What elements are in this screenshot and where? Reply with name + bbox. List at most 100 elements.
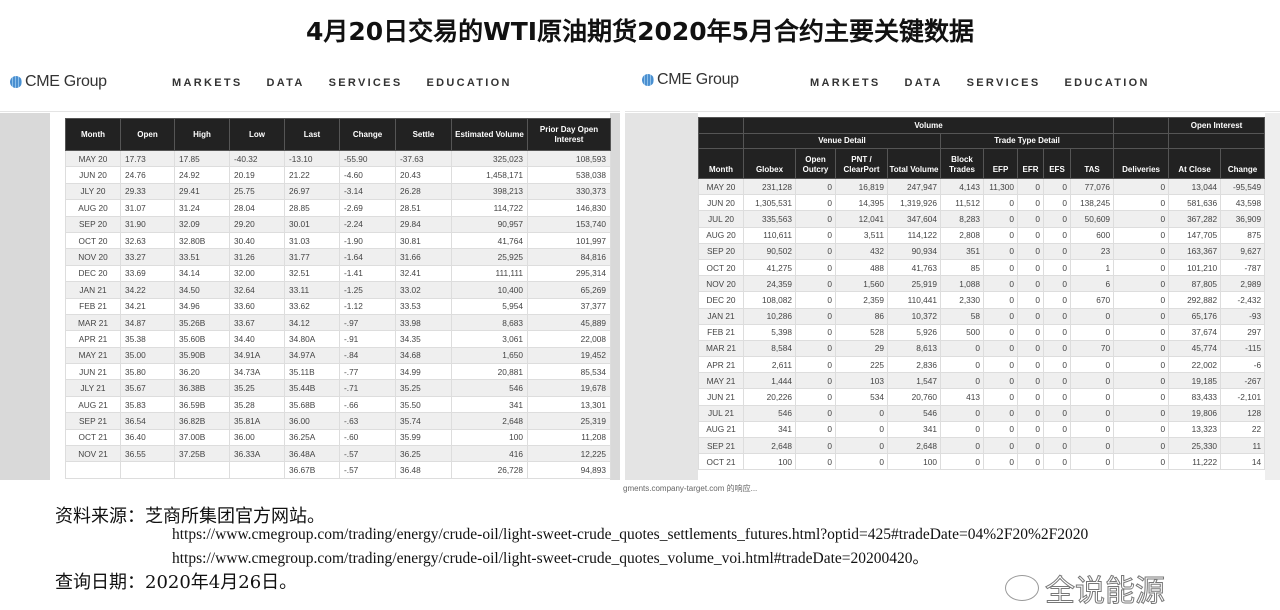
table-cell [174, 461, 230, 479]
table-cell: 90,934 [887, 242, 941, 260]
table-cell: JAN 21 [65, 281, 121, 299]
table-row: MAY 21 35.00 35.90B 34.91A 34.97A -.84 34.68 1,… [65, 346, 611, 365]
side-panel [625, 113, 698, 480]
scrollbar[interactable] [1265, 113, 1280, 480]
table-cell: -2,101 [1220, 388, 1266, 406]
table-cell: 0 [1043, 436, 1071, 455]
table-row: JLY 20 29.33 29.41 25.75 26.97 -3.14 26.28 398,… [65, 182, 611, 201]
table-cell: 77,076 [1069, 177, 1115, 196]
source-url-settlements[interactable]: https://www.cmegroup.com/trading/energy/… [172, 526, 1089, 543]
table-cell: -13.10 [284, 149, 340, 168]
table-cell: 534 [835, 388, 888, 406]
table-row: OCT 20 32.63 32.80B 30.40 31.03 -1.90 30.81 41,… [65, 231, 611, 250]
table-cell: 32.09 [174, 215, 230, 233]
table-cell: 2,648 [743, 436, 796, 455]
table-cell: 0 [983, 356, 1018, 374]
table-cell: 36.25 [395, 445, 452, 463]
table-cell: 488 [835, 258, 888, 277]
table-cell: 0 [1113, 372, 1170, 390]
nav-data[interactable]: DATA [904, 77, 943, 89]
table-cell: 0 [983, 291, 1018, 309]
table-cell: 31.77 [284, 248, 340, 266]
table-cell: 30.40 [229, 231, 285, 250]
nav-markets[interactable]: MARKETS [172, 77, 243, 89]
nav-education[interactable]: EDUCATION [1064, 77, 1150, 89]
oi-group-header: Open Interest [1168, 117, 1266, 134]
table-cell: 31.03 [284, 231, 340, 250]
nav-services[interactable]: SERVICES [966, 77, 1041, 89]
table-cell: 0 [1043, 404, 1071, 422]
table-cell: 103 [835, 372, 888, 390]
table-cell: 37,377 [527, 297, 611, 315]
table-cell: 13,044 [1168, 177, 1222, 196]
table-cell: APR 21 [698, 356, 744, 374]
table-cell: 0 [1113, 194, 1170, 212]
table-cell: 90,957 [451, 215, 528, 233]
nav-data[interactable]: DATA [266, 77, 305, 89]
blank-header [1113, 117, 1170, 134]
table-cell: 12,041 [835, 210, 888, 228]
nav-education[interactable]: EDUCATION [426, 77, 512, 89]
table-cell: 0 [983, 323, 1018, 341]
table-cell: 114,722 [451, 199, 528, 217]
table-cell: -.71 [339, 379, 396, 397]
table-cell: 0 [983, 275, 1018, 293]
column-header: EFS [1043, 148, 1071, 179]
table-cell: 25,925 [451, 248, 528, 266]
table-row: MAR 21 8,584 0 29 8,613 0 0 0 0 70 0 45,774 -115 [698, 339, 1266, 358]
column-header: Total Volume [887, 148, 941, 179]
table-cell: 35.60B [174, 330, 230, 348]
table-cell: 36.82B [174, 412, 230, 430]
table-row: FEB 21 5,398 0 528 5,926 500 0 0 0 0 0 37,674 297 [698, 323, 1266, 341]
table-cell: 1,319,926 [887, 194, 941, 212]
blank-header [1113, 133, 1170, 149]
table-cell: 19,452 [527, 346, 611, 365]
table-cell: 29.84 [395, 215, 452, 233]
table-cell: 35.90B [174, 346, 230, 365]
settlements-screenshot: CME Group MARKETS DATA SERVICES EDUCATIO… [0, 60, 620, 480]
table-cell: 2,359 [835, 291, 888, 309]
cme-logo[interactable]: CME Group [10, 73, 107, 91]
table-cell: -1.41 [339, 264, 396, 283]
table-cell: 45,889 [527, 313, 611, 332]
table-row: SEP 20 90,502 0 432 90,934 351 0 0 0 23 0 163,367 9,… [698, 242, 1266, 260]
table-cell: -1.12 [339, 297, 396, 315]
table-cell: 0 [983, 388, 1018, 406]
scrollbar[interactable] [610, 113, 620, 480]
table-cell: 34.40 [229, 330, 285, 348]
cme-logo[interactable]: CME Group [642, 71, 739, 89]
table-cell: 0 [983, 226, 1018, 244]
logo-text: CME Group [657, 71, 739, 88]
nav-markets[interactable]: MARKETS [810, 77, 881, 89]
table-cell [65, 461, 121, 479]
table-cell: 34.91A [229, 346, 285, 365]
table-cell: -.63 [339, 412, 396, 430]
table-cell: 35.68B [284, 395, 340, 414]
table-row: JAN 21 34.22 34.50 32.64 33.11 -1.25 33.02 10,4… [65, 281, 611, 299]
table-cell: 0 [983, 372, 1018, 390]
table-cell: 19,185 [1168, 372, 1222, 390]
blank-header [698, 133, 744, 149]
table-cell: 108,593 [527, 149, 611, 168]
table-cell: 0 [795, 194, 836, 212]
table-cell: 35.25 [229, 379, 285, 397]
table-cell: 297 [1220, 323, 1266, 341]
table-row: DEC 20 108,082 0 2,359 110,441 2,330 0 0 0 670 0 29… [698, 291, 1266, 309]
table-cell: 36.48 [395, 461, 452, 479]
table-cell: 34.80A [284, 330, 340, 348]
table-cell: 0 [1113, 323, 1170, 341]
table-cell: 32.63 [120, 231, 175, 250]
source-url-volume[interactable]: https://www.cmegroup.com/trading/energy/… [172, 550, 929, 567]
nav-services[interactable]: SERVICES [328, 77, 403, 89]
table-cell: 2,648 [451, 412, 528, 430]
table-cell: JUN 20 [65, 166, 121, 184]
table-cell: 41,764 [451, 231, 528, 250]
table-cell: 0 [795, 453, 836, 471]
table-cell: 34.14 [174, 264, 230, 283]
table-cell: 0 [795, 372, 836, 390]
table-cell: 35.26B [174, 313, 230, 332]
table-cell: 22 [1220, 420, 1266, 439]
table-cell: 14,395 [835, 194, 888, 212]
table-cell: MAY 20 [698, 177, 744, 196]
table-cell: 11 [1220, 436, 1266, 455]
